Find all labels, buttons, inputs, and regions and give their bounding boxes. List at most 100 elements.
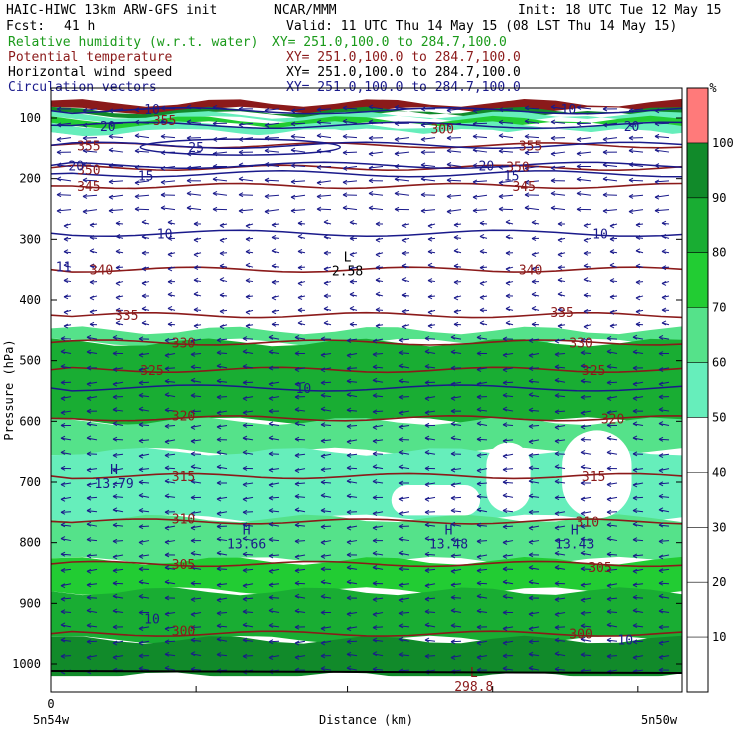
wind-vector — [294, 381, 306, 387]
rh-label: 355 — [153, 114, 176, 129]
wind-vector — [238, 192, 254, 198]
wind-label: 10 — [144, 613, 160, 628]
wind-vector — [528, 439, 540, 445]
wind-vector — [60, 349, 72, 355]
wind-vector — [375, 221, 384, 227]
wind-vector — [528, 478, 540, 484]
wind-vector — [661, 220, 670, 226]
wind-vector — [453, 295, 462, 301]
wind-vector — [242, 396, 254, 401]
wind-vector — [242, 449, 254, 455]
wind-vector — [86, 334, 98, 340]
wind-vector — [375, 323, 384, 329]
colorbar-frame — [686, 87, 709, 693]
wind-vector — [216, 536, 228, 542]
wind-vector — [186, 205, 202, 211]
wind-vector — [320, 653, 332, 659]
wind-vector — [476, 351, 488, 356]
wind-vector — [216, 550, 228, 556]
wind-vector — [134, 180, 150, 186]
wind-vector — [164, 552, 176, 558]
wind-vector — [349, 266, 358, 272]
wind-vector — [164, 392, 176, 398]
wind-vector — [661, 295, 670, 300]
wind-vector — [268, 334, 280, 340]
extremum-marker: H — [445, 524, 453, 539]
y-axis-label: Pressure (hPa) — [2, 339, 16, 440]
wind-vector — [112, 350, 124, 356]
wind-vector — [346, 595, 358, 601]
wind-vector — [654, 108, 670, 114]
wind-vector — [349, 321, 358, 327]
wind-vector — [424, 583, 436, 589]
wind-vector — [323, 250, 332, 256]
wind-vector — [268, 467, 280, 473]
wind-vector — [502, 640, 514, 646]
wind-vector — [346, 465, 358, 471]
wind-vector — [86, 396, 98, 401]
wind-vector — [193, 307, 202, 313]
wind-vector — [554, 364, 566, 370]
wind-vector — [190, 550, 202, 556]
wind-vector — [479, 265, 488, 271]
wind-vector — [528, 611, 540, 617]
wind-vector — [398, 524, 410, 529]
wind-vector — [290, 108, 306, 114]
wind-vector — [190, 451, 202, 457]
wind-vector — [554, 565, 566, 570]
wind-vector — [342, 105, 358, 111]
wind-vector — [372, 666, 384, 672]
wind-vector — [164, 493, 176, 499]
wind-vector — [242, 568, 254, 573]
colorbar-band — [687, 142, 708, 198]
wind-vector — [628, 135, 644, 141]
wind-vector — [216, 410, 228, 416]
wind-vector — [112, 507, 124, 513]
wind-vector — [554, 409, 566, 415]
wind-vector — [190, 538, 202, 544]
wind-vector — [60, 637, 72, 643]
extremum-value: 2.58 — [332, 265, 363, 280]
wind-vector — [375, 265, 384, 271]
wind-vector — [112, 654, 124, 660]
wind-vector — [453, 263, 462, 269]
wind-vector — [346, 478, 358, 484]
theta-label: 305 — [172, 558, 195, 573]
y-tick-label: 1000 — [12, 657, 41, 671]
wind-vector — [186, 135, 202, 141]
wind-vector — [219, 263, 228, 269]
wind-vector — [60, 536, 72, 542]
wind-vector — [56, 162, 72, 168]
wind-vector — [63, 262, 72, 268]
theta-label: 355 — [77, 139, 100, 154]
wind-vector — [193, 252, 202, 258]
wind-vector — [342, 192, 358, 198]
wind-vector — [167, 279, 176, 285]
wind-vector — [424, 336, 436, 341]
wind-contour-10 — [51, 229, 682, 238]
wind-vector — [524, 105, 540, 111]
wind-vector — [316, 107, 332, 113]
wind-vector — [294, 421, 306, 426]
wind-vector — [632, 482, 644, 488]
wind-vector — [190, 478, 202, 484]
wind-vector — [420, 122, 436, 128]
wind-vector — [550, 205, 566, 211]
wind-label: 10 — [157, 227, 173, 242]
wind-vector — [112, 453, 124, 458]
wind-vector — [346, 579, 358, 585]
wind-vector — [580, 350, 592, 356]
wind-vector — [138, 467, 150, 473]
wind-vector — [368, 165, 384, 171]
wind-vector — [632, 408, 644, 414]
wind-vector — [502, 553, 514, 559]
wind-vector — [108, 163, 124, 168]
wind-vector — [576, 176, 592, 182]
wind-vector — [138, 352, 150, 358]
wind-vector — [524, 179, 540, 185]
wind-vector — [112, 334, 124, 340]
theta-label: 350 — [77, 164, 100, 179]
wind-vector — [450, 594, 462, 600]
theta-label: 305 — [588, 561, 611, 576]
wind-vector — [635, 309, 644, 315]
